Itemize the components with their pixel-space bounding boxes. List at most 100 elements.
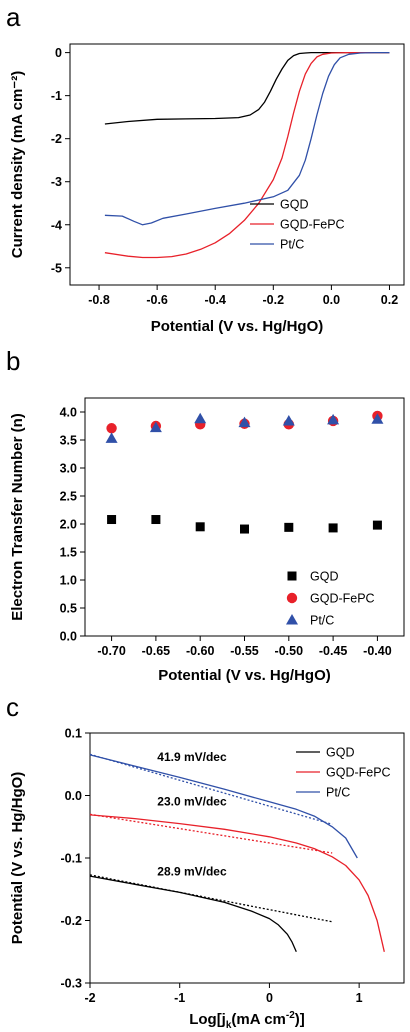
panel-label-c: c (6, 692, 19, 722)
y-tick-label-2: 0.1 (65, 727, 82, 741)
y-tick-label-1: 2.0 (60, 518, 77, 532)
x-axis-label-c-rest: (mA cm (231, 1011, 285, 1028)
y-tick-label-2: -0.2 (60, 914, 82, 928)
legend-marker-1 (287, 571, 297, 581)
fit-line (89, 753, 333, 825)
data-point-gqd (372, 520, 382, 530)
series-group-a (104, 51, 390, 259)
y-axis-label-a: Current density (mA cm⁻²) (9, 71, 26, 258)
y-tick-label-0: -2 (51, 132, 62, 146)
y-tick-label-0: -4 (51, 218, 62, 232)
y-tick-label-1: 4.0 (60, 406, 77, 420)
series-line-gqd (104, 51, 390, 125)
plot-frame-a (69, 43, 405, 286)
axis-ticks-b: -0.70 -0.65 -0.60 -0.55 -0.50 -0.45 -0.40 0.0 0.… (60, 406, 392, 659)
data-point-pt-c (105, 432, 118, 443)
series-line-pt-c (104, 51, 390, 226)
legend-label-1: Pt/C (310, 614, 334, 628)
panel-label-b: b (6, 346, 20, 376)
y-tick-label-0: -5 (51, 261, 62, 275)
series-line-gqd-fepc (104, 51, 390, 259)
y-tick-label-1: 1.5 (60, 546, 77, 560)
x-tick-label-1: -0.65 (142, 644, 171, 658)
annotations-c: 41.9 mV/dec 23.0 mV/dec 28.9 mV/dec (157, 750, 227, 878)
y-tick-label-2: -0.1 (60, 852, 82, 866)
legend-label-2: Pt/C (326, 786, 350, 800)
data-point-gqd (195, 522, 205, 532)
y-tick-label-0: -3 (51, 175, 62, 189)
x-tick-label-1: -0.60 (186, 644, 215, 658)
y-axis-label-c: Potential (V vs. Hg/HgO) (9, 772, 26, 945)
legend-label-2: GQD (326, 746, 354, 760)
x-axis-label-c-sup: -2 (286, 1010, 295, 1021)
x-axis-label-c-sub: k (226, 1020, 232, 1031)
legend-label-0: GQD (280, 198, 308, 212)
y-tick-label-1: 0.0 (60, 630, 77, 644)
legend-c: GQD GQD-FePC Pt/C (296, 746, 391, 800)
y-tick-label-1: 3.5 (60, 434, 77, 448)
x-tick-label-0: 0.2 (381, 293, 398, 307)
data-point-gqd (240, 524, 249, 534)
panel-b: b -0.70 -0.65 -0.60 -0.55 -0.50 -0.45 -0.40 0.0… (6, 346, 405, 684)
x-tick-label-2: -2 (84, 991, 95, 1005)
panel-c: c -2 -1 0 1 0.1 0.0 -0.1 -0.2 -0.3 41.9 mV/dec 23… (6, 692, 405, 1031)
legend-label-1: GQD (310, 570, 338, 584)
series-line-gqd (89, 875, 297, 953)
panel-a: a -0.8 -0.6 -0.4 -0.2 0.0 0.20-1-2-3-4-5 GQDG… (6, 2, 405, 335)
slope-annotation: 23.0 mV/dec (157, 795, 227, 809)
data-point-gqd (284, 522, 294, 532)
x-tick-label-2: -1 (174, 991, 185, 1005)
data-point-pt-c (327, 413, 340, 425)
x-tick-label-0: -0.2 (263, 293, 285, 307)
y-tick-label-1: 2.5 (60, 490, 77, 504)
y-tick-label-1: 3.0 (60, 462, 77, 476)
data-point-pt-c (371, 413, 384, 424)
x-axis-label-c-main: Log[j (189, 1011, 226, 1028)
x-tick-label-0: -0.4 (204, 293, 226, 307)
slope-annotation: 28.9 mV/dec (157, 865, 227, 879)
x-tick-label-0: -0.6 (146, 293, 168, 307)
series-line-gqd-fepc (89, 814, 385, 952)
y-tick-label-2: 0.0 (65, 789, 82, 803)
legend-marker-1 (286, 614, 298, 625)
data-point-gqd (107, 515, 117, 525)
legend-label-2: GQD-FePC (326, 766, 391, 780)
x-tick-label-0: 0.0 (323, 293, 340, 307)
panel-label-a: a (6, 2, 21, 32)
series-line-pt-c (89, 754, 358, 859)
x-tick-label-0: -0.8 (88, 293, 110, 307)
data-point-gqd-fepc (106, 423, 117, 434)
data-point-pt-c (149, 421, 162, 433)
data-point-gqd (151, 515, 161, 525)
series-group-c (89, 754, 385, 953)
x-tick-label-2: 0 (266, 991, 273, 1005)
x-axis-label-c: Log[jk(mA cm-2)] (189, 1010, 305, 1031)
fit-lines-c (89, 753, 333, 923)
x-tick-label-1: -0.45 (319, 644, 348, 658)
x-tick-label-1: -0.50 (275, 644, 304, 658)
series-group-b (105, 410, 384, 534)
x-tick-label-1: -0.55 (230, 644, 259, 658)
x-axis-label-b: Potential (V vs. Hg/HgO) (158, 667, 331, 684)
y-tick-label-1: 0.5 (60, 602, 77, 616)
y-tick-label-0: 0 (55, 46, 62, 60)
data-point-gqd (328, 523, 338, 533)
legend-label-0: GQD-FePC (280, 218, 345, 232)
y-axis-label-b: Electron Transfer Number (n) (9, 413, 26, 621)
data-point-pt-c (282, 414, 295, 426)
slope-annotation: 41.9 mV/dec (157, 750, 227, 764)
axis-ticks-a: -0.8 -0.6 -0.4 -0.2 0.0 0.2 0 -1 -2 -3 -4 -5 (51, 46, 398, 307)
x-tick-label-1: -0.70 (97, 644, 126, 658)
legend-label-1: GQD-FePC (310, 592, 375, 606)
axis-ticks-c: -2 -1 0 1 0.1 0.0 -0.1 -0.2 -0.3 (60, 727, 362, 1006)
fit-line (89, 813, 333, 854)
legend-b: GQD GQD-FePC Pt/C (286, 570, 375, 628)
x-tick-label-1: -0.40 (363, 644, 392, 658)
data-point-pt-c (238, 416, 251, 428)
legend-a: GQD GQD-FePC Pt/C (250, 198, 345, 252)
fit-line (89, 874, 333, 923)
legend-marker-1 (286, 592, 298, 604)
y-tick-label-2: -0.3 (60, 977, 82, 991)
data-point-pt-c (194, 412, 207, 424)
